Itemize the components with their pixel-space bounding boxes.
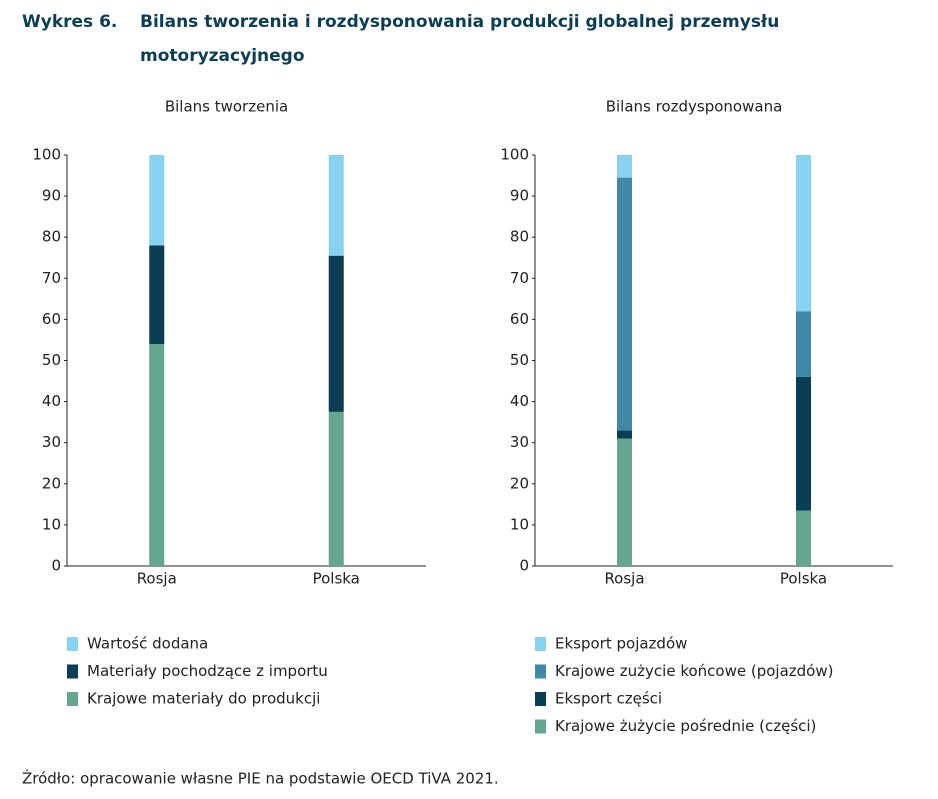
- y-tick-label: 10: [42, 515, 61, 533]
- legend-label: Krajowe materiały do produkcji: [87, 690, 320, 708]
- bar-segment: [796, 510, 811, 566]
- legend-swatch: [67, 637, 78, 651]
- source: Źródło: opracowanie własne PIE na podsta…: [22, 769, 499, 788]
- legend-label: Materiały pochodzące z importu: [87, 662, 328, 680]
- legend-label: Eksport części: [555, 690, 662, 708]
- chart-title: Bilans tworzenia: [165, 98, 288, 116]
- x-tick-label: Rosja: [604, 570, 644, 588]
- x-tick-label: Polska: [780, 570, 827, 588]
- y-tick-label: 10: [510, 515, 529, 533]
- y-tick-label: 40: [510, 392, 529, 410]
- figure-title: motoryzacyjnego: [140, 46, 305, 66]
- y-tick-label: 50: [510, 351, 529, 369]
- y-tick-label: 100: [500, 146, 529, 164]
- bar-segment: [149, 245, 165, 345]
- y-tick-label: 50: [42, 351, 61, 369]
- bar-segment: [617, 155, 632, 178]
- y-tick-label: 20: [42, 474, 61, 492]
- y-tick-label: 70: [510, 269, 529, 287]
- y-tick-label: 80: [510, 228, 529, 246]
- chart-title: Bilans rozdysponowana: [606, 98, 783, 116]
- legend-swatch: [535, 719, 546, 734]
- y-tick-label: 60: [42, 310, 61, 328]
- legend-swatch: [67, 664, 78, 679]
- y-tick-label: 0: [519, 557, 529, 575]
- bar-segment: [328, 411, 344, 566]
- legend-label: Eksport pojazdów: [555, 635, 687, 653]
- y-tick-label: 90: [42, 187, 61, 205]
- legend-label: Krajowe zużycie końcowe (pojazdów): [555, 662, 833, 680]
- figure-title: Bilans tworzenia i rozdysponowania produ…: [140, 12, 779, 32]
- bar-segment: [617, 438, 632, 566]
- bar-segment: [149, 155, 165, 246]
- y-tick-label: 90: [510, 187, 529, 205]
- x-tick-label: Polska: [313, 570, 360, 588]
- y-tick-label: 0: [51, 557, 61, 575]
- y-tick-label: 60: [510, 310, 529, 328]
- x-tick-label: Rosja: [137, 570, 177, 588]
- legend-swatch: [67, 692, 78, 706]
- legend-swatch: [535, 637, 546, 651]
- y-tick-label: 100: [32, 146, 61, 164]
- bar-segment: [328, 155, 344, 256]
- figure-label: Wykres 6.: [22, 12, 117, 32]
- bar-segment: [617, 177, 632, 431]
- bar-segment: [617, 430, 632, 439]
- y-tick-label: 30: [42, 433, 61, 451]
- bar-segment: [796, 376, 811, 511]
- y-tick-label: 20: [510, 474, 529, 492]
- bar-segment: [796, 155, 811, 312]
- bar-segment: [328, 255, 344, 412]
- legend-swatch: [535, 664, 546, 679]
- legend-label: Krajowe żużycie pośrednie (części): [555, 717, 816, 735]
- legend-swatch: [535, 692, 546, 706]
- bar-segment: [149, 344, 165, 566]
- y-tick-label: 80: [42, 228, 61, 246]
- y-tick-label: 70: [42, 269, 61, 287]
- bar-segment: [796, 311, 811, 377]
- y-tick-label: 40: [42, 392, 61, 410]
- y-tick-label: 30: [510, 433, 529, 451]
- legend-label: Wartość dodana: [87, 635, 208, 653]
